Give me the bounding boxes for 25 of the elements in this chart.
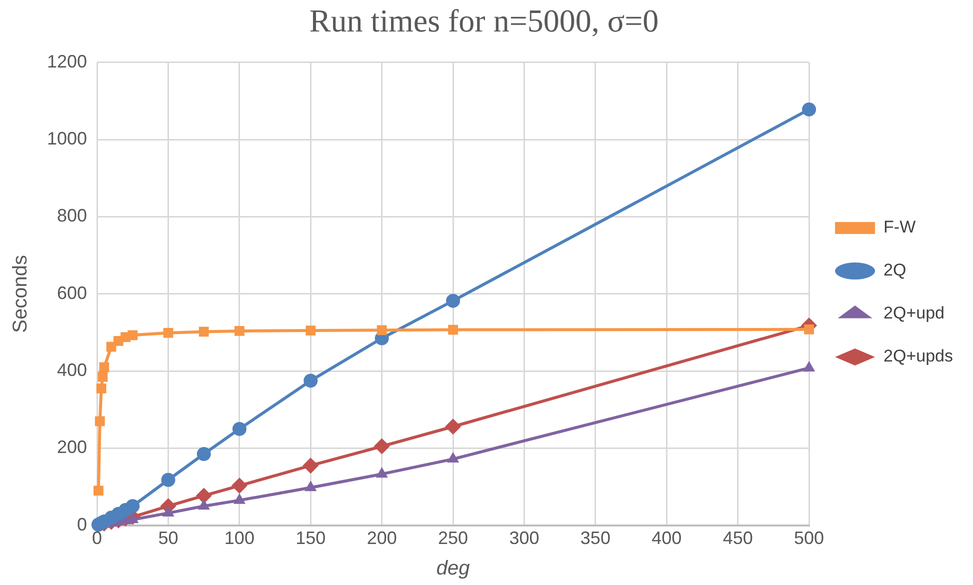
chart-title: Run times for n=5000, σ=0: [309, 2, 659, 39]
y-axis-title: Seconds: [10, 254, 32, 333]
x-axis-title: deg: [436, 558, 470, 580]
x-tick-label: 200: [366, 528, 397, 548]
x-tick-label: 350: [580, 528, 610, 548]
y-tick-label: 1200: [46, 51, 88, 72]
legend-label: 2Q+upd: [884, 304, 945, 323]
x-tick-label: 0: [92, 528, 102, 548]
y-tick-label: 1000: [46, 128, 88, 149]
x-tick-label: 100: [224, 528, 254, 548]
x-tick-label: 150: [296, 528, 326, 548]
x-tick-label: 250: [438, 528, 468, 548]
y-tick-label: 200: [56, 437, 88, 458]
x-tick-label: 500: [794, 528, 824, 548]
y-tick-label: 400: [56, 360, 88, 380]
x-tick-label: 300: [509, 528, 540, 548]
legend-label: 2Q+upds: [884, 346, 954, 366]
y-tick-label: 600: [56, 282, 88, 303]
legend-label: F-W: [884, 218, 916, 237]
x-tick-label: 50: [158, 528, 178, 548]
x-tick-label: 450: [722, 528, 753, 548]
legend-label: 2Q: [884, 260, 906, 280]
y-tick-label: 800: [56, 206, 88, 226]
y-tick-label: 0: [77, 514, 88, 534]
x-tick-label: 400: [652, 528, 682, 548]
